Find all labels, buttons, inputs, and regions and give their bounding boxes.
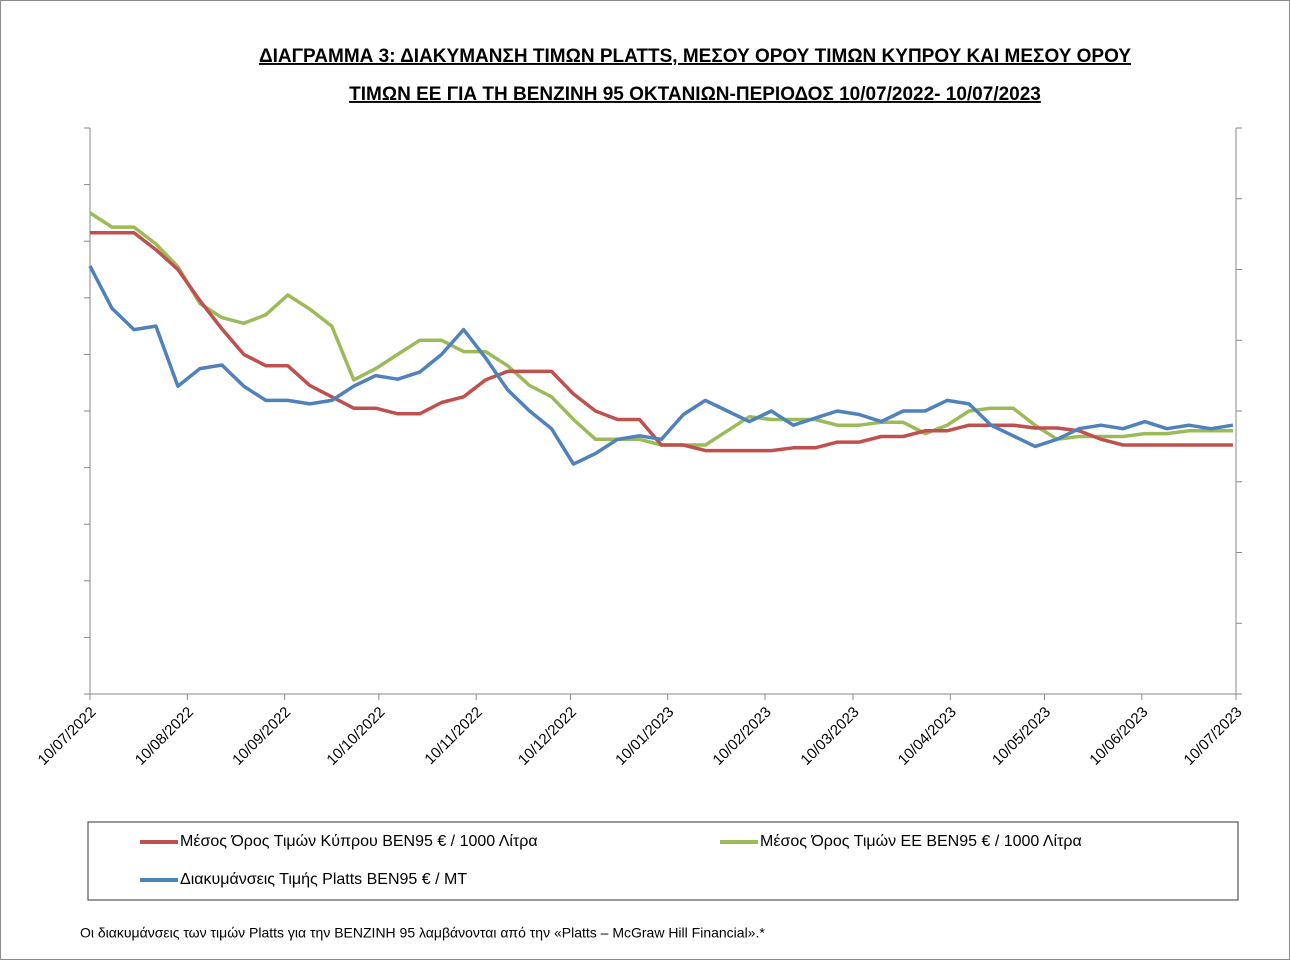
footnote: Οι διακυμάνσεις των τιμών Platts για την… <box>80 925 765 941</box>
chart-title: ΤΙΜΩΝ ΕΕ ΓΙΑ ΤΗ ΒΕΝΖΙΝΗ 95 ΟΚΤΑΝΙΩΝ-ΠΕΡΙ… <box>349 84 1041 105</box>
legend-label: Μέσος Όρος Τιμών ΕΕ ΒΕΝ95 € / 1000 Λίτρα <box>760 833 1082 850</box>
plot-area <box>90 128 1236 694</box>
legend-box <box>87 821 1239 901</box>
series-line <box>88 265 1234 466</box>
series-line <box>90 230 1233 453</box>
chart-title: ΔΙΑΓΡΑΜΜΑ 3: ΔΙΑΚΥΜΑΝΣΗ ΤΙΜΩΝ PLATTS, ΜΕ… <box>259 46 1131 67</box>
legend-label: Διακυμάνσεις Τιμής Platts ΒΕΝ95 € / ΜΤ <box>180 871 467 888</box>
legend-label: Μέσος Όρος Τιμών Κύπρου ΒΕΝ95 € / 1000 Λ… <box>180 833 538 850</box>
